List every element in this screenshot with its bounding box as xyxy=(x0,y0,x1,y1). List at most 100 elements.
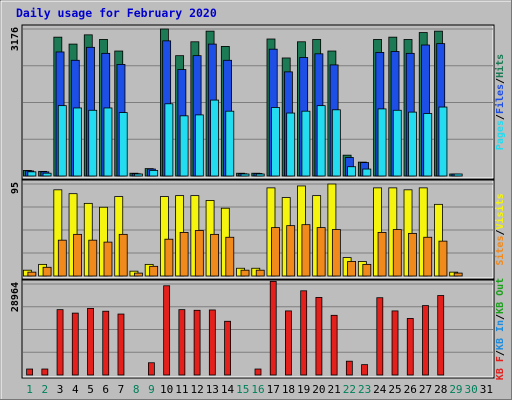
bar-pages-day-20 xyxy=(316,105,326,177)
bar-kb-f-day-6 xyxy=(102,310,110,376)
day-label-10: 10 xyxy=(160,383,173,396)
bar-kb-f-day-9 xyxy=(148,362,155,376)
bar-sites-day-17 xyxy=(271,227,280,277)
bar-pages-day-29 xyxy=(453,173,463,177)
day-label-15: 15 xyxy=(236,383,249,396)
bar-pages-day-27 xyxy=(423,113,433,177)
bar-visits-day-28 xyxy=(434,203,443,277)
bar-sites-day-25 xyxy=(392,229,402,277)
bar-kb-f-day-16 xyxy=(254,368,262,376)
bar-sites-day-12 xyxy=(194,230,204,277)
legend-item-kb-out-4: KB Out xyxy=(495,278,506,314)
day-label-11: 11 xyxy=(175,383,188,396)
bar-kb-f-day-14 xyxy=(224,320,231,376)
bar-kb-f-day-23 xyxy=(361,364,368,376)
bar-kb-f-day-24 xyxy=(376,297,384,376)
bar-sites-day-22 xyxy=(347,261,357,277)
bar-kb-f-day-4 xyxy=(71,312,79,376)
bar-pages-day-3 xyxy=(57,105,67,177)
bar-kb-f-day-20 xyxy=(315,296,323,376)
bar-pages-day-4 xyxy=(73,107,82,177)
bar-pages-day-8 xyxy=(134,173,143,177)
bar-kb-f-day-17 xyxy=(269,280,277,376)
bar-pages-day-24 xyxy=(377,108,387,177)
legend-item---1: / xyxy=(495,350,506,356)
day-label-4: 4 xyxy=(72,383,79,396)
bar-pages-day-6 xyxy=(103,107,113,177)
day-label-16: 16 xyxy=(251,383,264,396)
bar-pages-day-16 xyxy=(255,173,265,177)
legend-item---1: / xyxy=(495,229,506,235)
bar-pages-day-21 xyxy=(331,109,341,177)
y-max-label-visits-sites: 95 xyxy=(10,182,21,194)
day-label-28: 28 xyxy=(434,383,447,396)
legend-item---1: / xyxy=(495,114,506,120)
bar-kb-f-day-11 xyxy=(178,309,186,376)
day-label-23: 23 xyxy=(358,383,371,396)
legend-item-pages-0: Pages xyxy=(495,120,506,150)
day-label-5: 5 xyxy=(87,383,94,396)
bar-sites-day-1 xyxy=(27,271,37,277)
bar-kb-f-day-10 xyxy=(163,285,171,376)
day-label-30: 30 xyxy=(465,383,478,396)
bar-kb-f-day-3 xyxy=(56,309,64,376)
bar-kb-f-day-7 xyxy=(117,313,125,376)
bar-pages-day-25 xyxy=(392,109,402,177)
bar-pages-day-26 xyxy=(408,111,417,177)
bar-visits-day-5 xyxy=(83,202,93,277)
bar-pages-day-14 xyxy=(225,110,235,177)
bar-pages-day-5 xyxy=(88,109,98,177)
bar-sites-day-19 xyxy=(301,224,311,277)
bar-kb-f-day-18 xyxy=(285,310,292,376)
bar-pages-day-11 xyxy=(179,115,189,177)
legend-item-kb-in-2: KB In xyxy=(495,320,506,350)
bar-kb-f-day-13 xyxy=(208,309,216,376)
bar-sites-day-4 xyxy=(73,233,82,277)
legend-hits-files-pages: Pages/Files/Hits xyxy=(494,54,506,150)
day-label-7: 7 xyxy=(118,383,125,396)
bar-sites-day-8 xyxy=(134,272,143,277)
bar-sites-day-18 xyxy=(286,225,296,277)
bar-pages-day-18 xyxy=(286,112,296,177)
bar-pages-day-1 xyxy=(27,171,37,177)
bar-sites-day-6 xyxy=(103,241,113,277)
legend-item---3: / xyxy=(495,314,506,320)
bar-kb-f-day-26 xyxy=(406,318,414,376)
bar-pages-day-17 xyxy=(271,107,280,177)
chart-title: Daily usage for February 2020 xyxy=(16,6,217,20)
bar-kb-f-day-25 xyxy=(391,310,399,376)
bar-pages-day-2 xyxy=(42,172,52,177)
day-label-29: 29 xyxy=(449,383,462,396)
bar-kb-f-day-2 xyxy=(41,368,49,376)
day-label-25: 25 xyxy=(388,383,401,396)
bar-kb-f-day-27 xyxy=(422,305,429,376)
day-label-9: 9 xyxy=(148,383,155,396)
bar-visits-day-3 xyxy=(53,189,63,277)
bar-visits-day-27 xyxy=(418,187,428,277)
panel-frame-hits-files-pages xyxy=(21,24,495,180)
bar-sites-day-20 xyxy=(316,227,326,277)
bar-pages-day-15 xyxy=(240,173,250,177)
bar-kb-f-day-12 xyxy=(193,309,201,376)
day-label-31: 31 xyxy=(480,383,493,396)
panel-frame-kilobytes xyxy=(21,279,495,379)
bar-sites-day-28 xyxy=(438,240,448,277)
bar-sites-day-7 xyxy=(118,233,128,277)
bar-pages-day-28 xyxy=(438,106,448,177)
day-label-14: 14 xyxy=(221,383,235,396)
bar-visits-day-6 xyxy=(99,206,108,277)
bar-kb-f-day-1 xyxy=(26,368,34,376)
y-max-label-kilobytes: 28964 xyxy=(10,282,21,312)
day-label-17: 17 xyxy=(267,383,280,396)
day-label-21: 21 xyxy=(328,383,341,396)
bar-sites-day-15 xyxy=(240,269,250,277)
bar-sites-day-11 xyxy=(179,232,189,277)
day-label-20: 20 xyxy=(312,383,325,396)
day-label-1: 1 xyxy=(26,383,33,396)
bar-pages-day-23 xyxy=(362,168,372,177)
bar-sites-day-27 xyxy=(423,236,433,277)
legend-kilobytes: KB F/KB In/KB Out xyxy=(495,278,506,380)
bar-sites-day-24 xyxy=(377,232,387,277)
bar-sites-day-21 xyxy=(331,229,341,277)
